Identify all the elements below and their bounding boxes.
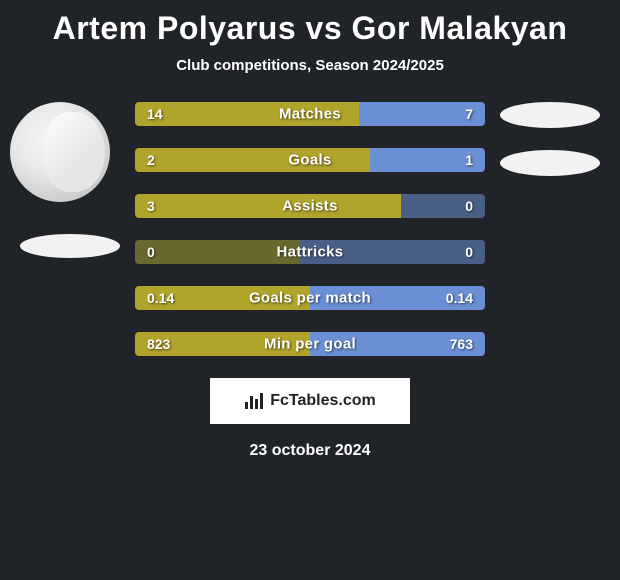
comparison-panel: 147Matches21Goals30Assists00Hattricks0.1… [0,102,620,356]
brand-bars-icon [244,392,266,410]
stat-row: 147Matches [135,102,485,126]
value-left: 2 [147,152,155,168]
stat-row: 823763Min per goal [135,332,485,356]
player-left-shadow [20,234,120,258]
bar-left [135,240,300,264]
player-right-avatar-shadow [500,102,600,128]
value-right: 763 [450,336,473,352]
page-title: Artem Polyarus vs Gor Malakyan [0,0,620,47]
bar-left [135,148,370,172]
value-right: 0.14 [446,290,473,306]
player-left-avatar [10,102,110,202]
player-right-shadow [500,150,600,176]
bar-right [300,240,486,264]
brand-badge: FcTables.com [210,378,410,424]
brand-text: FcTables.com [270,392,376,410]
stat-row: 30Assists [135,194,485,218]
value-left: 823 [147,336,170,352]
value-left: 14 [147,106,163,122]
bar-left [135,102,359,126]
value-right: 7 [465,106,473,122]
comparison-bars: 147Matches21Goals30Assists00Hattricks0.1… [135,102,485,356]
value-left: 0.14 [147,290,174,306]
value-left: 3 [147,198,155,214]
value-right: 1 [465,152,473,168]
stat-row: 00Hattricks [135,240,485,264]
bar-left [135,194,401,218]
value-right: 0 [465,198,473,214]
date-text: 23 october 2024 [0,442,620,460]
value-right: 0 [465,244,473,260]
subtitle: Club competitions, Season 2024/2025 [0,57,620,74]
stat-row: 21Goals [135,148,485,172]
stat-row: 0.140.14Goals per match [135,286,485,310]
value-left: 0 [147,244,155,260]
